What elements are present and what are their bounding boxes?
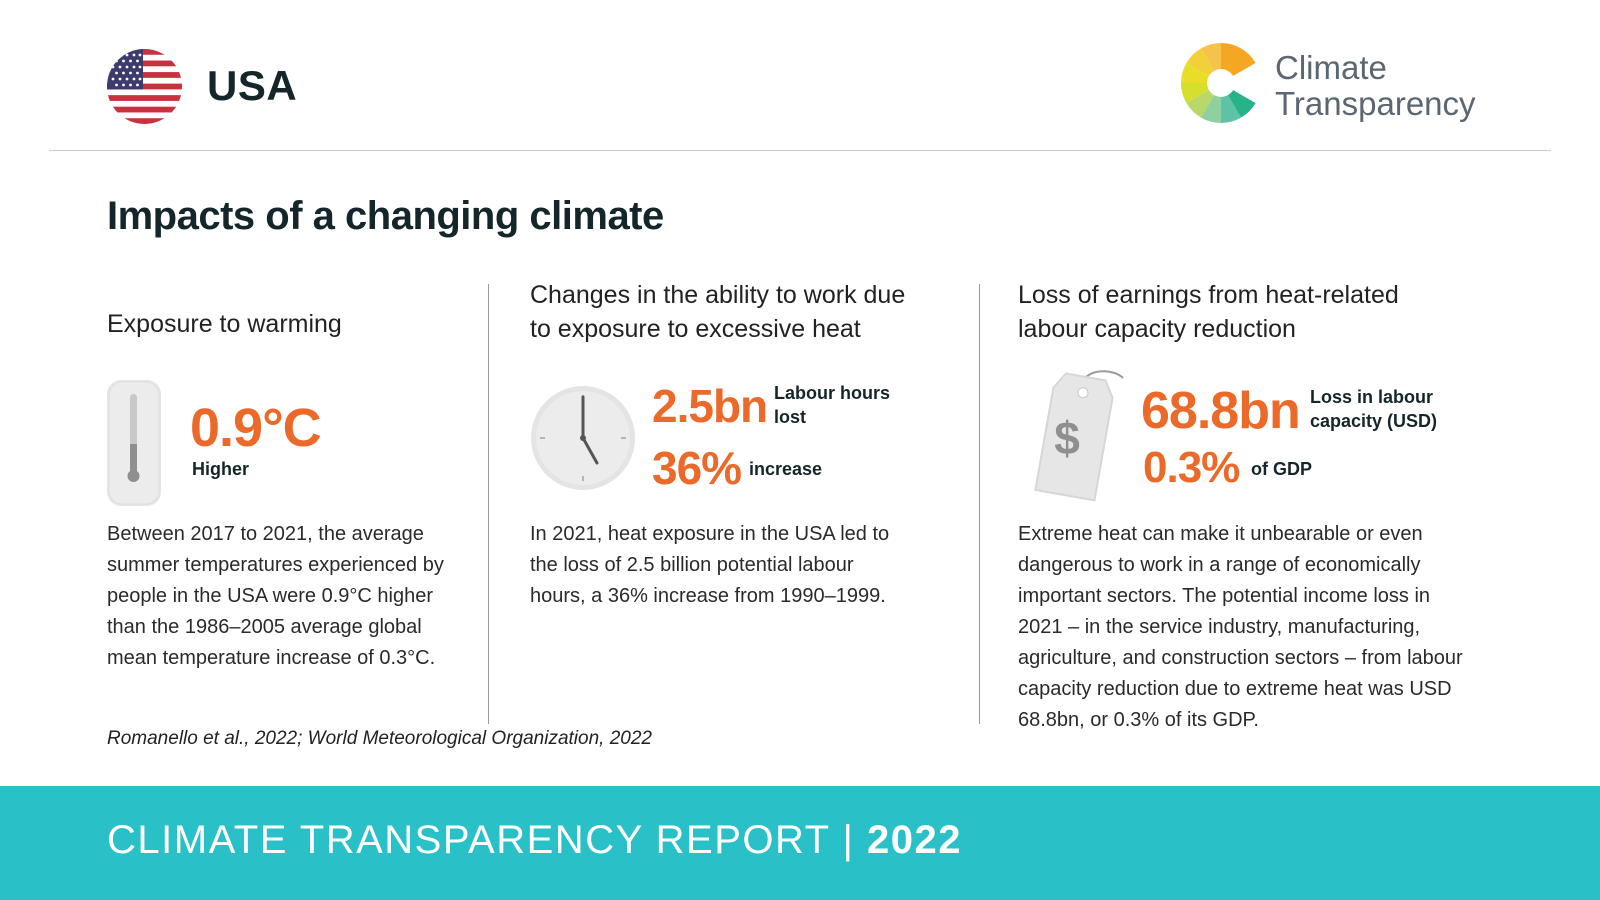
logo-wordmark: Climate Transparency — [1275, 50, 1476, 122]
labour-hours-value: 2.5bn — [652, 380, 768, 432]
source-citation: Romanello et al., 2022; World Meteorolog… — [107, 728, 652, 749]
usa-flag-icon — [107, 49, 182, 124]
increase-value: 36% — [652, 442, 742, 494]
heading-line: Changes in the ability to work due — [530, 281, 906, 309]
gdp-share-label: of GDP — [1251, 459, 1312, 479]
labour-capacity-loss-value: 68.8bn — [1141, 382, 1301, 440]
column-heading-exposure: Exposure to warming — [107, 310, 342, 338]
column-divider — [488, 284, 489, 724]
column-heading-earnings-loss: Loss of earnings from heat-related labou… — [1018, 278, 1399, 346]
label-line: Loss in labour — [1310, 387, 1434, 407]
column-heading-work-ability: Changes in the ability to work due to ex… — [530, 278, 905, 346]
warming-value: 0.9°C — [190, 398, 322, 458]
footer-report-name: CLIMATE TRANSPARENCY REPORT — [107, 818, 830, 862]
clock-icon — [530, 385, 636, 491]
labour-hours-label: Labour hours lost — [774, 381, 890, 429]
label-line: Labour hours — [774, 383, 890, 403]
work-ability-description: In 2021, heat exposure in the USA led to… — [530, 523, 890, 607]
dollar-symbol: $ — [1054, 412, 1080, 464]
price-tag-dollar-icon: $ — [1025, 368, 1135, 504]
heading-line: to exposure to excessive heat — [530, 315, 861, 343]
heading-line: labour capacity reduction — [1018, 315, 1296, 343]
country-name: USA — [207, 62, 298, 109]
logo-line-1: Climate — [1275, 49, 1387, 86]
heading-line: Loss of earnings from heat-related — [1018, 281, 1399, 309]
footer-banner — [0, 786, 1600, 900]
increase-label: increase — [749, 459, 823, 479]
label-line: lost — [774, 407, 807, 427]
labour-capacity-loss-label: Loss in labour capacity (USD) — [1310, 385, 1437, 433]
exposure-description: Between 2017 to 2021, the average summer… — [107, 523, 444, 669]
footer-title: CLIMATE TRANSPARENCY REPORT | 2022 — [107, 818, 962, 863]
footer-separator: | — [842, 818, 855, 862]
thermometer-icon — [107, 380, 161, 506]
gdp-share-value: 0.3% — [1143, 443, 1240, 492]
footer-year: 2022 — [867, 818, 963, 862]
header-divider — [49, 150, 1551, 151]
earnings-loss-description: Extreme heat can make it unbearable or e… — [1018, 523, 1463, 731]
section-title: Impacts of a changing climate — [107, 194, 664, 238]
label-line: capacity (USD) — [1310, 411, 1438, 431]
logo-line-2: Transparency — [1275, 85, 1476, 122]
column-divider — [979, 284, 980, 724]
climate-transparency-logo-icon — [1180, 42, 1262, 124]
warming-label: Higher — [192, 459, 250, 479]
